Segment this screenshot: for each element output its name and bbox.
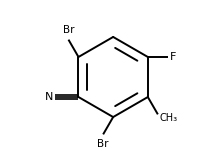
Text: F: F: [169, 52, 176, 62]
Text: Br: Br: [97, 139, 109, 149]
Text: CH₃: CH₃: [159, 113, 177, 123]
Text: N: N: [44, 92, 53, 102]
Text: Br: Br: [63, 25, 74, 35]
